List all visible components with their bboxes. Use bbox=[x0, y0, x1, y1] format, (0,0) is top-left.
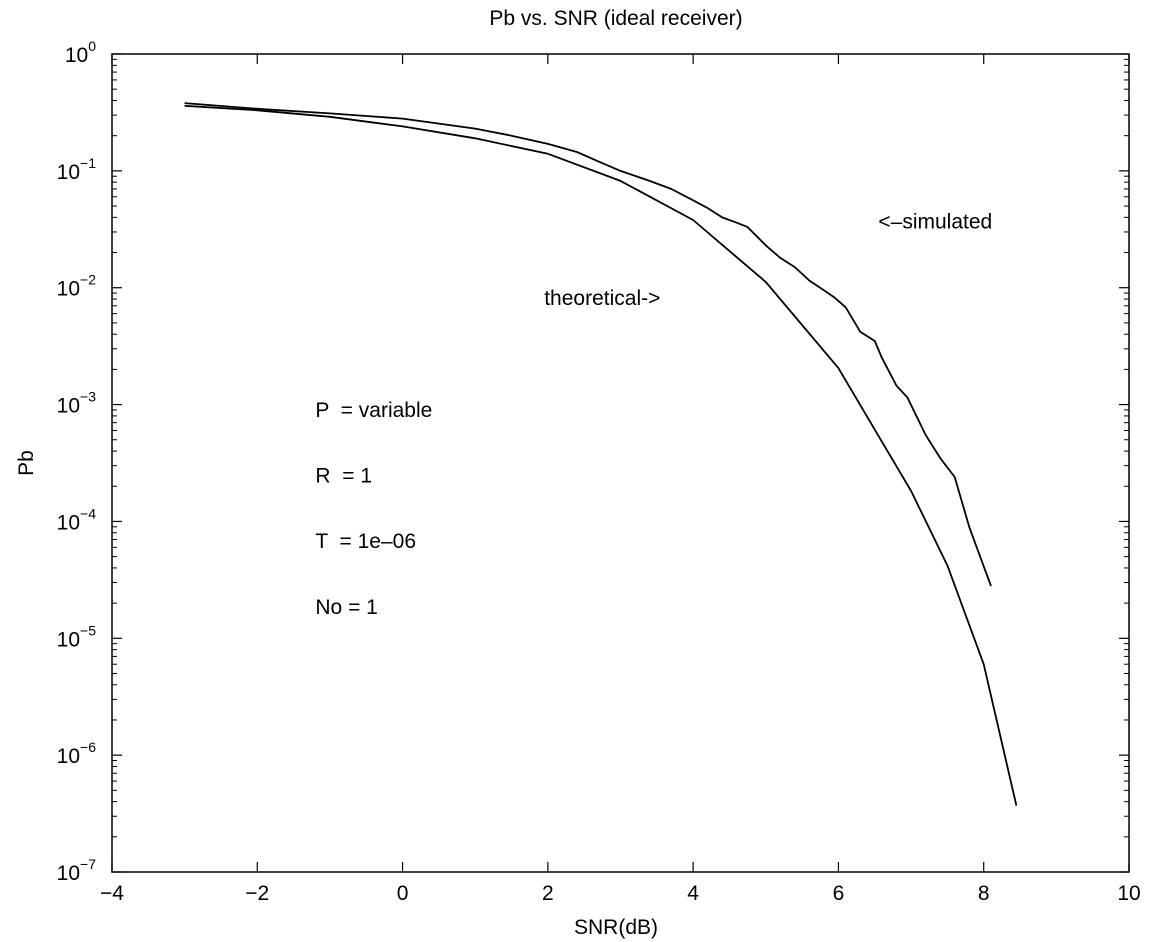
series-line-2 bbox=[184, 102, 992, 587]
parameter-label: P = variable bbox=[315, 399, 432, 422]
y-axis: 100 10−1 10−2 10−3 10−4 10−5 10−6 10−7 bbox=[57, 38, 1129, 885]
series-group bbox=[184, 102, 1018, 806]
x-tick-label: 8 bbox=[978, 882, 990, 905]
series-line-1 bbox=[184, 104, 1018, 806]
y-tick-label: 10−1 bbox=[57, 155, 97, 184]
y-tick-label: 100 bbox=[65, 38, 96, 67]
parameter-label: R = 1 bbox=[315, 465, 372, 488]
x-axis: −4 −2 0 2 4 6 8 10 bbox=[100, 54, 1141, 905]
x-axis-label: SNR(dB) bbox=[574, 916, 658, 939]
y-tick-label: 10−5 bbox=[57, 622, 97, 651]
plot-area-frame bbox=[111, 53, 1130, 873]
y-axis-label: Pb bbox=[15, 450, 38, 476]
annotations-group: theoretical-> <–simulated P = variable R = … bbox=[315, 211, 992, 619]
x-tick-label: −4 bbox=[100, 882, 124, 905]
y-tick-label: 10−4 bbox=[57, 505, 97, 534]
x-tick-label: 10 bbox=[1117, 882, 1140, 905]
curve-annotation: <–simulated bbox=[878, 211, 992, 234]
curve-annotation: theoretical-> bbox=[544, 287, 660, 310]
y-tick-label: 10−6 bbox=[57, 739, 97, 768]
y-tick-label: 10−2 bbox=[57, 272, 97, 301]
x-tick-label: 0 bbox=[397, 882, 409, 905]
parameter-label: No = 1 bbox=[315, 596, 377, 619]
x-tick-label: −2 bbox=[245, 882, 269, 905]
parameter-label: T = 1e–06 bbox=[315, 530, 416, 553]
x-tick-label: 4 bbox=[687, 882, 699, 905]
y-tick-label: 10−3 bbox=[57, 389, 97, 418]
y-tick-label: 10−7 bbox=[57, 856, 97, 885]
x-tick-label: 2 bbox=[542, 882, 554, 905]
chart-title: Pb vs. SNR (ideal receiver) bbox=[489, 7, 742, 30]
x-tick-label: 6 bbox=[833, 882, 845, 905]
